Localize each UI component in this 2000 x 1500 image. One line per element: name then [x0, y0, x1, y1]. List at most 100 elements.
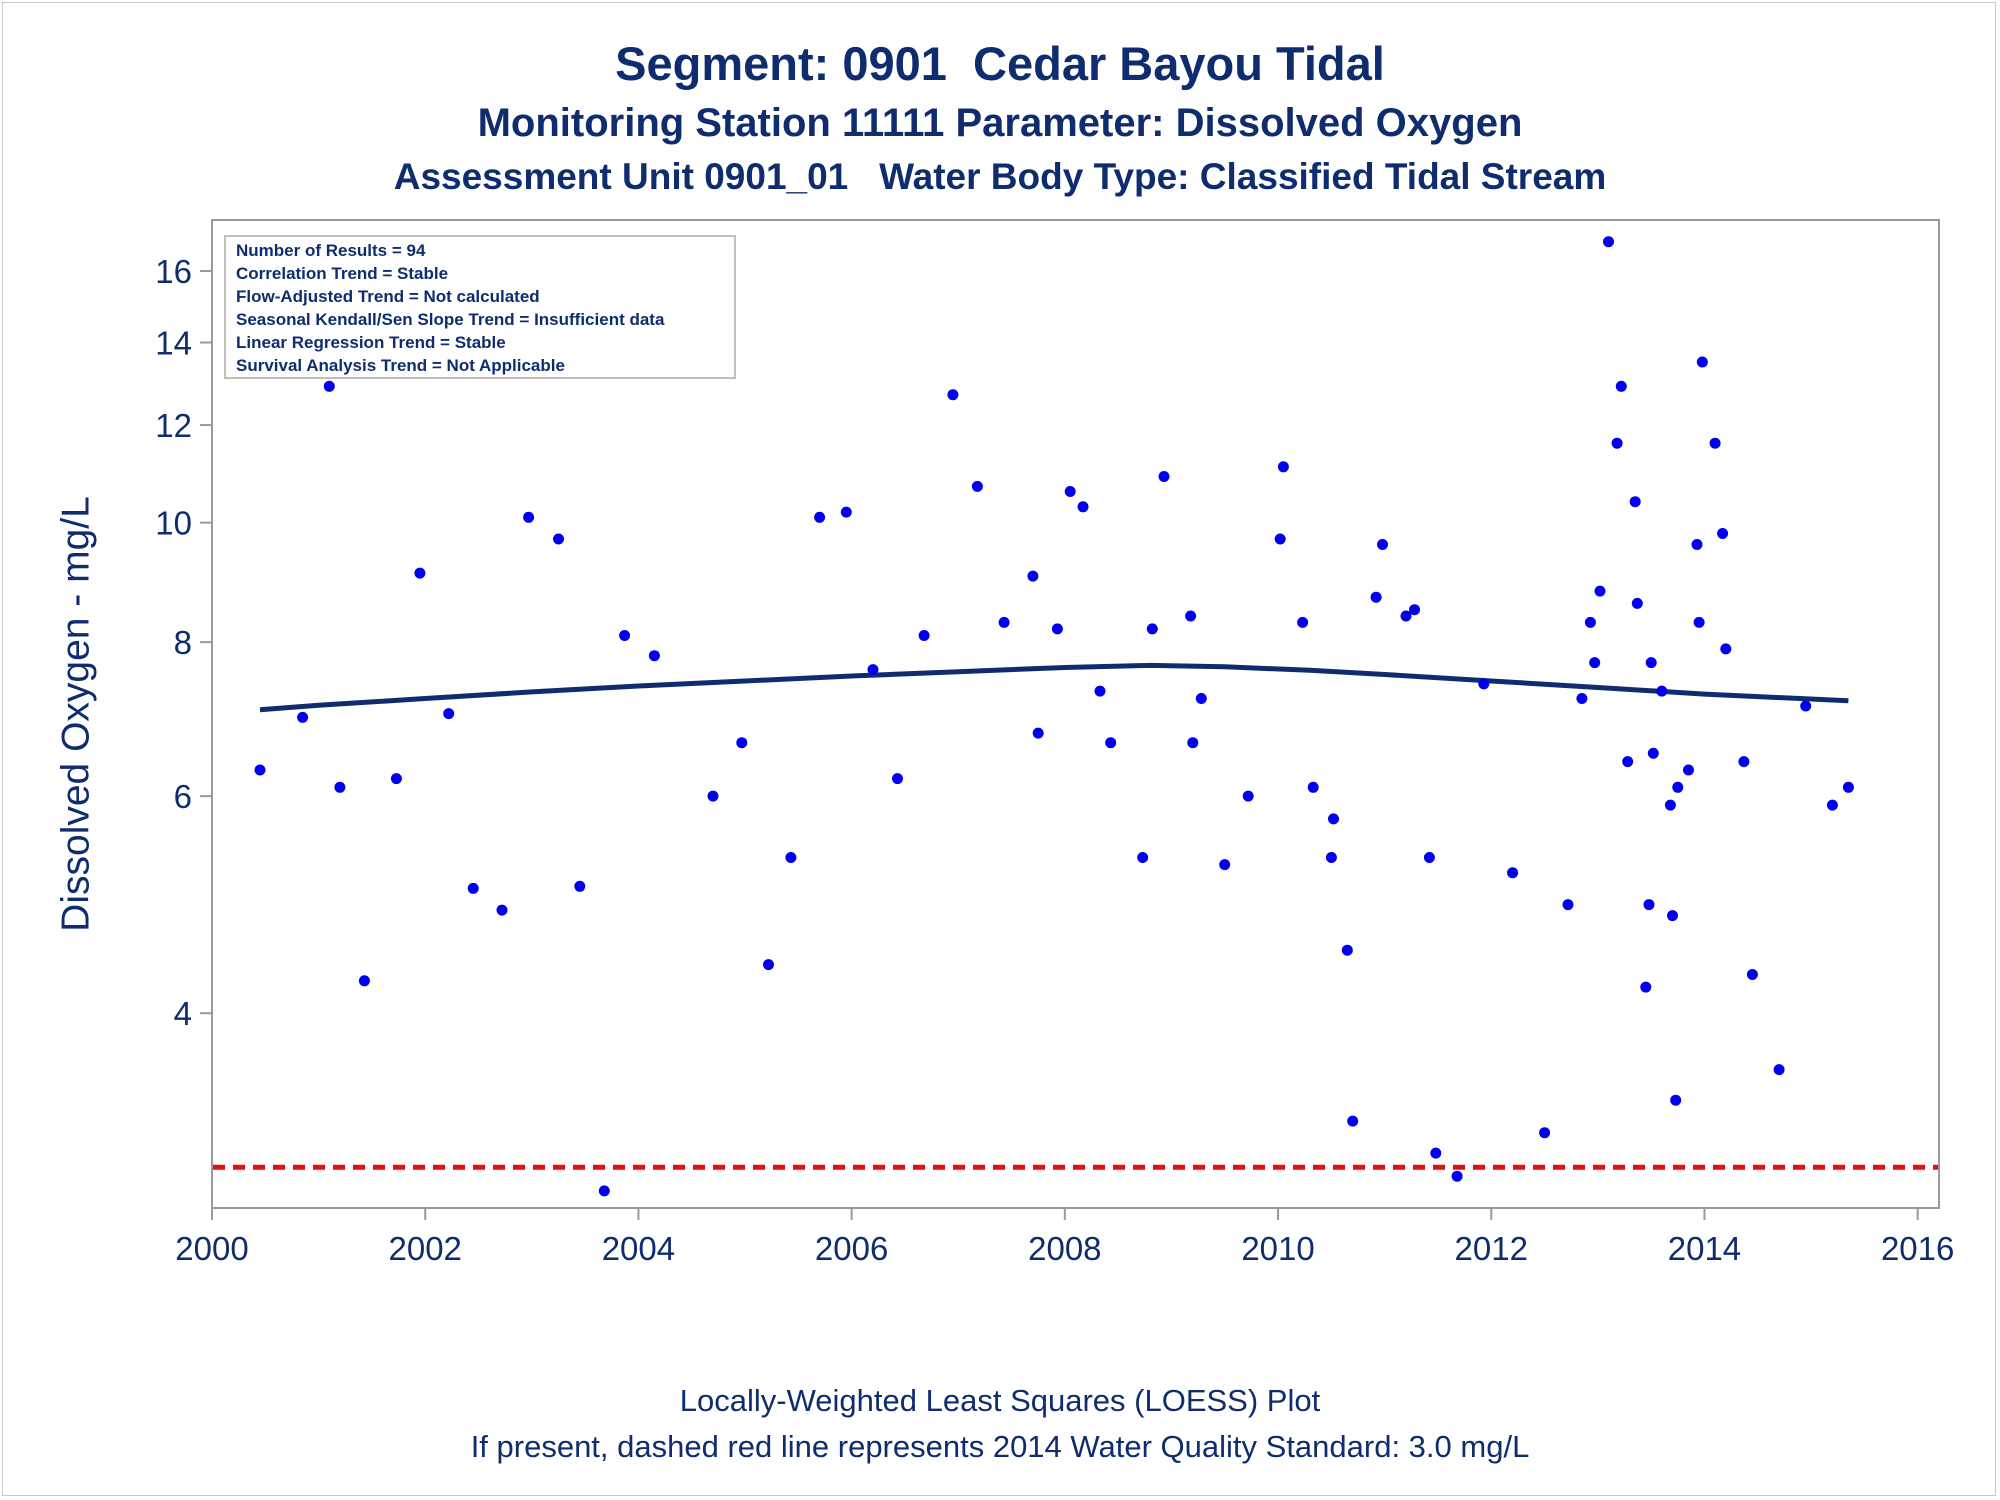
y-tick-label: 12 — [155, 407, 192, 444]
y-tick-label: 8 — [174, 624, 192, 661]
x-axis: 2000 2002 2004 2006 2008 2010 2012 2014 2016 — [175, 1208, 1954, 1267]
plot-area — [211, 219, 1940, 1209]
data-point — [867, 664, 879, 676]
data-point — [1341, 944, 1353, 956]
data-point — [1683, 764, 1694, 776]
data-point — [1478, 678, 1490, 690]
data-point — [814, 511, 826, 523]
data-point — [1032, 727, 1044, 739]
data-point — [998, 616, 1010, 628]
data-point — [414, 567, 426, 579]
data-point — [1347, 1115, 1359, 1127]
data-point — [1423, 852, 1435, 863]
data-point — [1738, 756, 1750, 768]
data-point — [1539, 1127, 1551, 1139]
data-point — [1185, 610, 1197, 622]
data-point — [736, 737, 748, 749]
y-axis-label: Dissolved Oxygen - mg/L — [55, 496, 98, 932]
loess-curve — [259, 662, 1849, 713]
data-point — [1643, 899, 1655, 911]
stats-line: Flow-Adjusted Trend = Not calculated — [236, 287, 540, 306]
stats-line: Correlation Trend = Stable — [236, 264, 448, 283]
data-point — [1027, 570, 1039, 582]
data-point — [1631, 597, 1643, 609]
y-tick-label: 14 — [155, 325, 192, 362]
data-point — [1105, 737, 1117, 749]
data-point — [297, 711, 309, 723]
data-point — [1146, 623, 1158, 635]
stats-box-frame — [224, 235, 736, 379]
data-point — [1670, 1094, 1682, 1106]
x-tick-label: 2006 — [815, 1230, 888, 1267]
x-tick-label: 2004 — [602, 1230, 675, 1267]
data-point — [1645, 657, 1657, 669]
data-point — [1430, 1147, 1442, 1159]
data-point — [947, 389, 959, 401]
data-point — [1611, 437, 1623, 449]
data-point — [1325, 852, 1337, 863]
data-point — [1709, 437, 1721, 449]
data-point — [1584, 616, 1596, 628]
data-point — [1051, 623, 1063, 635]
data-point — [785, 852, 797, 863]
data-points — [254, 236, 1854, 1197]
data-point — [1094, 685, 1106, 697]
data-point — [1400, 610, 1412, 622]
data-point — [1219, 859, 1231, 871]
chart-subtitle-station: Monitoring Station 11111 Parameter: Diss… — [477, 101, 1523, 145]
data-point — [1187, 737, 1199, 749]
data-point — [1594, 585, 1606, 597]
stats-line: Seasonal Kendall/Sen Slope Trend = Insuf… — [236, 310, 665, 329]
x-tick-label: 2000 — [175, 1230, 248, 1267]
data-point — [1691, 539, 1703, 550]
data-point — [598, 1185, 610, 1197]
x-tick-label: 2010 — [1241, 1230, 1314, 1267]
data-point — [1277, 461, 1289, 473]
data-point — [1693, 616, 1705, 628]
data-point — [523, 511, 535, 523]
data-point — [1562, 899, 1574, 911]
data-point — [1328, 813, 1339, 825]
data-point — [1242, 790, 1254, 802]
stats-line: Linear Regression Trend = Stable — [236, 333, 506, 352]
data-point — [1370, 591, 1382, 603]
data-point — [1640, 981, 1652, 993]
data-point — [1664, 799, 1676, 811]
data-point — [254, 764, 266, 776]
data-point — [1195, 693, 1207, 704]
data-point — [390, 773, 402, 785]
footnote-loess: Locally-Weighted Least Squares (LOESS) P… — [679, 1383, 1321, 1418]
data-point — [1576, 693, 1588, 704]
stats-line: Survival Analysis Trend = Not Applicable — [236, 356, 565, 375]
data-point — [1800, 700, 1812, 712]
y-tick-label: 10 — [155, 505, 192, 542]
data-point — [1615, 380, 1627, 392]
data-point — [1137, 852, 1149, 863]
data-point — [707, 790, 719, 802]
data-point — [619, 630, 631, 641]
data-point — [1667, 910, 1678, 922]
stats-line: Number of Results = 94 — [236, 241, 426, 260]
footnote-standard: If present, dashed red line represents 2… — [470, 1429, 1530, 1464]
data-point — [971, 480, 983, 492]
data-point — [1158, 471, 1170, 482]
data-point — [496, 904, 508, 916]
data-point — [1451, 1170, 1463, 1182]
data-point — [1077, 501, 1089, 513]
data-point — [1842, 781, 1854, 793]
data-point — [763, 959, 774, 971]
data-point — [1274, 533, 1286, 545]
y-axis: 4 6 8 10 12 14 16 — [155, 253, 212, 1032]
x-tick-label: 2014 — [1668, 1230, 1741, 1267]
data-point — [1603, 236, 1614, 248]
y-tick-label: 6 — [174, 778, 192, 815]
data-point — [574, 880, 586, 892]
data-point — [1717, 528, 1729, 539]
x-tick-label: 2012 — [1455, 1230, 1528, 1267]
data-point — [892, 773, 903, 785]
stats-lines: Number of Results = 94 Correlation Trend … — [236, 241, 665, 375]
data-point — [358, 975, 370, 987]
data-point — [443, 708, 455, 720]
y-tick-label: 4 — [174, 995, 192, 1032]
